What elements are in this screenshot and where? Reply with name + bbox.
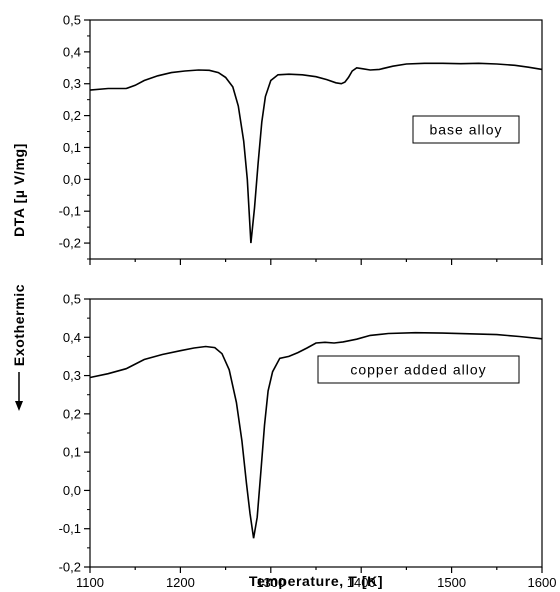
top-y-tick-label: 0,3 bbox=[63, 76, 81, 91]
bottom-panel: 0,50,40,30,20,10,0-0,1-0,2 1100 1200 1300 1… bbox=[59, 292, 557, 591]
top-annotation-box bbox=[412, 115, 520, 144]
y-axis-title: DTA [µ V/mg] bbox=[11, 143, 27, 237]
top-panel: 0,5 0,4 0,3 0,2 0,1 0,0 -0,1 -0,2 base alloy bbox=[59, 13, 543, 265]
bottom-annotation-label: copper added alloy bbox=[350, 362, 486, 378]
bottom-y-tick-label: 0,3 bbox=[63, 368, 81, 383]
top-y-tick-label: 0,0 bbox=[63, 172, 81, 187]
exothermic-indicator: Exothermic bbox=[11, 284, 27, 411]
bottom-y-tick-label: 0,2 bbox=[63, 406, 81, 421]
bottom-plot-frame bbox=[89, 298, 543, 568]
top-plot-frame bbox=[89, 19, 543, 260]
bottom-series-line bbox=[89, 331, 543, 539]
bottom-y-tick-label: -0,1 bbox=[59, 521, 81, 536]
bottom-x-ticks: 1100 1200 1300 1400 1500 1600 bbox=[76, 567, 556, 590]
top-series-line bbox=[89, 62, 543, 244]
bottom-y-tick-label: -0,2 bbox=[59, 560, 81, 575]
top-y-ticks: 0,5 0,4 0,3 0,2 0,1 0,0 -0,1 -0,2 bbox=[59, 13, 90, 260]
top-y-tick-label: 0,1 bbox=[63, 140, 81, 155]
top-annotation: base alloy bbox=[412, 115, 520, 144]
top-x-ticks bbox=[89, 259, 543, 265]
bottom-x-tick-label: 1200 bbox=[166, 575, 195, 590]
bottom-y-tick-label: 0,4 bbox=[63, 330, 81, 345]
top-y-tick-label: 0,2 bbox=[63, 108, 81, 123]
top-y-tick-label: -0,1 bbox=[59, 204, 81, 219]
bottom-x-tick-label: 1500 bbox=[437, 575, 466, 590]
bottom-x-tick-label: 1100 bbox=[76, 575, 104, 590]
top-y-tick-label: 0,4 bbox=[63, 44, 81, 59]
top-y-tick-label: 0,5 bbox=[63, 13, 81, 28]
bottom-annotation: copper added alloy bbox=[317, 355, 520, 384]
bottom-x-tick-label: 1400 bbox=[347, 575, 376, 590]
bottom-y-tick-label: 0,5 bbox=[63, 292, 81, 307]
bottom-y-tick-label: 0,0 bbox=[63, 483, 81, 498]
bottom-y-tick-label: 0,1 bbox=[63, 445, 81, 460]
top-y-tick-label: -0,2 bbox=[59, 236, 81, 251]
top-annotation-label: base alloy bbox=[429, 122, 502, 138]
exothermic-arrow-head bbox=[15, 401, 23, 411]
bottom-x-tick-label: 1600 bbox=[528, 575, 557, 590]
bottom-x-tick-label: 1300 bbox=[256, 575, 285, 590]
bottom-annotation-box bbox=[317, 355, 520, 384]
exothermic-label: Exothermic bbox=[11, 284, 27, 366]
bottom-y-ticks: 0,5 0,4 0,3 0,2 0,1 0,0 -0,1 -0,2 bbox=[59, 292, 90, 575]
x-axis-title: Temperature, T [K] bbox=[249, 573, 383, 589]
